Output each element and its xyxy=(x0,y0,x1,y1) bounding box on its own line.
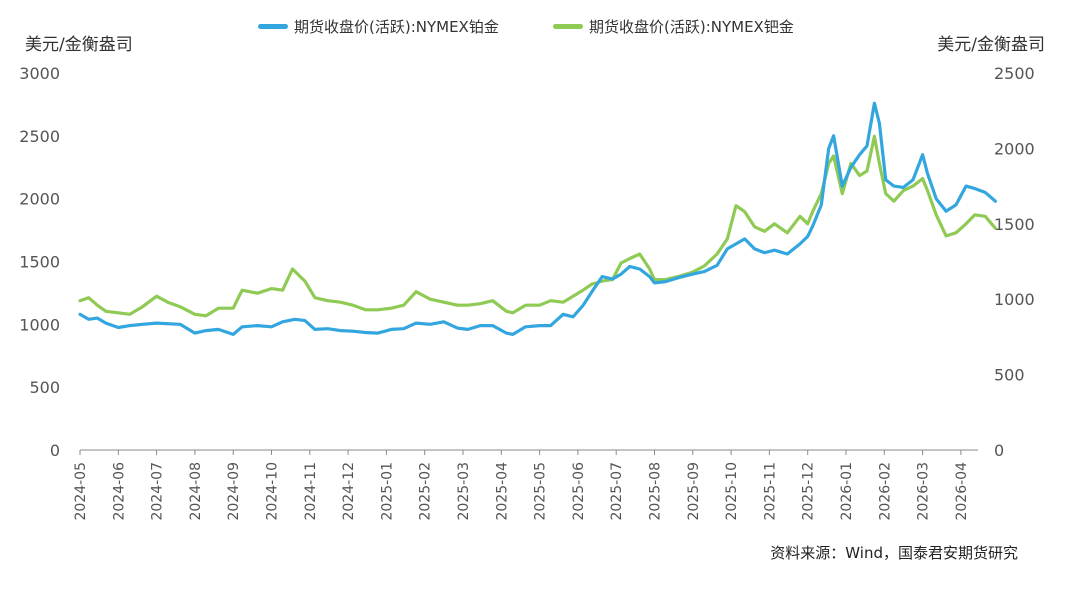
x-tick-label: 2024-10 xyxy=(265,462,281,521)
x-tick-label: 2025-12 xyxy=(801,462,817,521)
x-tick-label: 2024-07 xyxy=(150,462,166,521)
x-tick-label: 2024-12 xyxy=(341,462,357,521)
x-tick-label: 2025-08 xyxy=(648,462,664,521)
x-tick-label: 2025-11 xyxy=(762,462,778,521)
x-tick-label: 2024-11 xyxy=(303,462,319,521)
legend: 期货收盘价(活跃):NYMEX铂金 期货收盘价(活跃):NYMEX钯金 xyxy=(0,16,1080,44)
right-y-tick-label: 0 xyxy=(994,441,1004,460)
right-y-tick-label: 2500 xyxy=(994,64,1035,83)
x-tick-label: 2025-03 xyxy=(456,462,472,521)
legend-swatch-palladium xyxy=(553,24,583,29)
legend-swatch-platinum xyxy=(258,24,288,29)
x-tick-label: 2025-07 xyxy=(609,462,625,521)
x-tick-label: 2025-10 xyxy=(724,462,740,521)
x-tick-label: 2025-01 xyxy=(379,462,395,521)
left-y-tick-label: 500 xyxy=(29,378,60,397)
series-line-palladium xyxy=(78,134,998,318)
x-tick-label: 2024-06 xyxy=(111,462,127,521)
x-tick-label: 2024-09 xyxy=(226,462,242,521)
right-y-tick-label: 500 xyxy=(994,366,1025,385)
legend-item-platinum: 期货收盘价(活跃):NYMEX铂金 xyxy=(258,16,499,37)
left-axis-unit-label: 美元/金衡盎司 xyxy=(25,35,133,55)
right-y-tick-label: 1000 xyxy=(994,290,1035,309)
x-tick-label: 2024-05 xyxy=(73,462,89,521)
x-tick-label: 2025-05 xyxy=(533,462,549,521)
x-tick-label: 2025-06 xyxy=(571,462,587,521)
x-tick-label: 2026-04 xyxy=(954,462,970,521)
x-tick-label: 2026-02 xyxy=(877,462,893,521)
x-tick-label: 2024-08 xyxy=(188,462,204,521)
legend-label-platinum: 期货收盘价(活跃):NYMEX铂金 xyxy=(294,18,499,36)
right-y-tick-label: 2000 xyxy=(994,139,1035,158)
left-y-tick-label: 1500 xyxy=(19,253,60,272)
x-tick-label: 2025-04 xyxy=(494,462,510,521)
series-line-platinum xyxy=(78,101,998,336)
left-y-tick-label: 2500 xyxy=(19,127,60,146)
legend-item-palladium: 期货收盘价(活跃):NYMEX钯金 xyxy=(553,16,794,37)
x-tick-label: 2026-01 xyxy=(839,462,855,521)
legend-label-palladium: 期货收盘价(活跃):NYMEX钯金 xyxy=(589,18,794,36)
left-y-tick-label: 1000 xyxy=(19,315,60,334)
x-tick-label: 2026-03 xyxy=(916,462,932,521)
right-y-tick-label: 1500 xyxy=(994,215,1035,234)
source-note: 资料来源：Wind，国泰君安期货研究 xyxy=(770,544,1018,562)
x-tick-label: 2025-02 xyxy=(418,462,434,521)
left-y-tick-label: 0 xyxy=(50,441,60,460)
right-axis-unit-label: 美元/金衡盎司 xyxy=(937,35,1045,55)
x-tick-label: 2025-09 xyxy=(686,462,702,521)
left-y-tick-label: 2000 xyxy=(19,190,60,209)
left-y-tick-label: 3000 xyxy=(19,64,60,83)
